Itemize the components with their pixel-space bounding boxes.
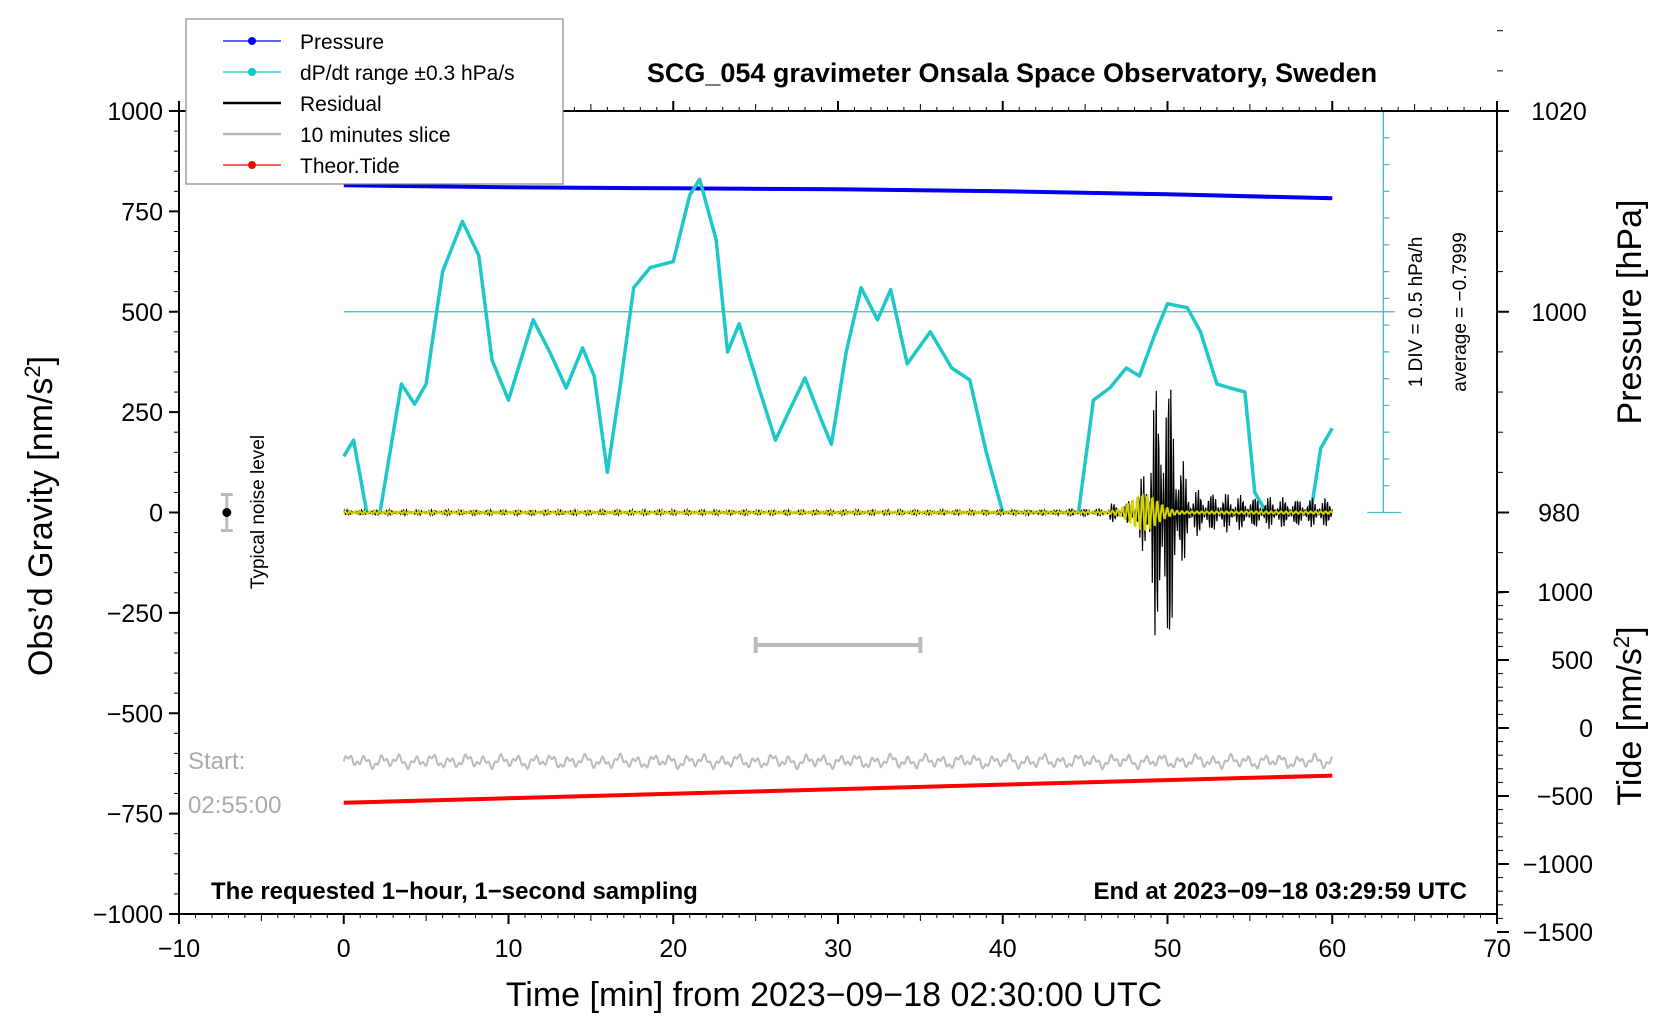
legend-label: Residual [300, 93, 382, 116]
legend-label: Pressure [300, 31, 384, 54]
y-axis-left-title-end: ] [22, 356, 60, 365]
x-tick-label: 50 [1154, 935, 1182, 963]
legend-marker [248, 37, 256, 45]
dpdt-series-line [342, 177, 1334, 515]
pressure-tick-label: 980 [1538, 500, 1580, 528]
filtered-series-line [343, 493, 1334, 532]
x-axis-title: Time [min] from 2023−09−18 02:30:00 UTC [506, 976, 1162, 1014]
x-tick-label: −10 [158, 935, 200, 963]
legend-marker [248, 68, 256, 76]
y-tick-label: −500 [107, 700, 163, 728]
tide-axis-title: Tide [nm/s2] [1609, 626, 1649, 805]
x-tick-label: 60 [1318, 935, 1346, 963]
pressure-axis-title: Pressure [hPa] [1611, 200, 1649, 425]
tide-axis-title-sup: 2 [1609, 636, 1634, 648]
pressure-tick-label: 1020 [1531, 98, 1587, 126]
y-axis-left-title: Obs’d Gravity [nm/s2] [20, 356, 60, 676]
tide-series-line [343, 773, 1333, 805]
legend-label: 10 minutes slice [300, 124, 451, 147]
tide-tick-label: 500 [1551, 647, 1593, 675]
legend-label: dP/dt range ±0.3 hPa/s [300, 62, 515, 85]
y-tick-label: −250 [107, 600, 163, 628]
legend: Pressure dP/dt range ±0.3 hPa/s Residual 10… [185, 18, 564, 185]
y-tick-label: 250 [121, 399, 163, 427]
pressure-tick-label: 1000 [1531, 299, 1587, 327]
x-tick-label: 0 [337, 935, 351, 963]
x-tick-label: 30 [824, 935, 852, 963]
end-time-note: End at 2023−09−18 03:29:59 UTC [1093, 878, 1467, 905]
sampling-note: The requested 1−hour, 1−second sampling [211, 878, 698, 905]
y-tick-label: 0 [149, 500, 163, 528]
legend-label: Theor.Tide [300, 155, 400, 178]
legend-box [185, 18, 564, 185]
y-tick-label: −1000 [93, 901, 163, 929]
pressure-series-line [343, 183, 1333, 201]
dpdt-scale-label: 1 DIV = 0.5 hPa/h [1406, 237, 1427, 388]
tide-axis-title-end: ] [1611, 626, 1649, 635]
slice-series-line [342, 752, 1334, 771]
tide-tick-label: −500 [1537, 783, 1593, 811]
y-axis-left-title-sup: 2 [20, 365, 45, 377]
x-tick-label: 20 [659, 935, 687, 963]
x-tick-label: 10 [495, 935, 523, 963]
chart-title: SCG_054 gravimeter Onsala Space Observat… [647, 58, 1377, 88]
legend-marker [248, 161, 256, 169]
y-tick-label: −750 [107, 801, 163, 829]
noise-level-label: Typical noise level [248, 435, 269, 589]
plot-frame [178, 110, 1498, 915]
data-layer [220, 110, 1402, 805]
tide-axis-title-main: Tide [nm/s [1611, 648, 1649, 805]
y-tick-label: 500 [121, 299, 163, 327]
tide-tick-label: −1000 [1523, 851, 1593, 879]
start-label: Start: [188, 748, 245, 775]
axis-ticks-layer: −10 0 10 20 30 40 50 60 7010007505002500−250−500… [93, 30, 1593, 963]
start-time-label: 02:55:00 [188, 792, 281, 819]
noise-marker [222, 508, 232, 517]
tide-tick-label: −1500 [1523, 919, 1593, 947]
tide-tick-label: 1000 [1537, 579, 1593, 607]
y-tick-label: 750 [121, 198, 163, 226]
x-tick-label: 40 [989, 935, 1017, 963]
x-tick-label: 70 [1483, 935, 1511, 963]
y-tick-label: 1000 [107, 98, 163, 126]
dpdt-average-label: average = −0.7999 [1450, 232, 1471, 392]
tide-tick-label: 0 [1579, 715, 1593, 743]
y-axis-left-title-main: Obs’d Gravity [nm/s [22, 378, 60, 677]
